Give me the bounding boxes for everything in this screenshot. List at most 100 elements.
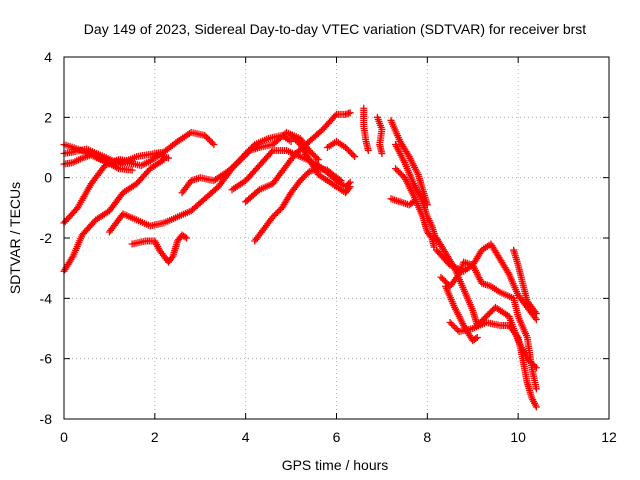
data-point [346,109,354,117]
data-point [438,275,446,283]
data-point [336,176,344,184]
data-point [237,156,245,164]
series-arc-y [510,246,540,317]
series-arc-s [387,195,418,209]
data-point [210,140,218,148]
data-point [301,172,309,180]
y-tick-label: -4 [40,290,53,306]
series-arc-m [323,137,359,161]
data-point [128,166,136,174]
data-point [311,153,319,161]
data-point [204,134,212,142]
series-arc-g [128,231,191,266]
data-point [488,306,496,314]
data-point [181,233,189,241]
data-point [205,136,213,144]
data-point [269,213,277,221]
data-point [437,273,445,281]
data-point [448,320,456,328]
y-tick-label: -6 [40,351,53,367]
data-point [427,232,435,240]
data-point [485,309,493,317]
x-tick-label: 6 [333,429,341,445]
data-point [183,234,191,242]
series-arc-u [432,240,540,323]
data-point [299,174,307,182]
data-point [164,154,172,162]
data-point [307,148,315,156]
data-point [396,169,404,177]
data-point [349,151,357,159]
data-point [287,137,295,145]
axis-ticks: 0 2 4 6 8 10 12 -8 -6 -4 -2 0 2 4 [40,49,617,445]
data-point [393,166,401,174]
data-point [240,153,248,161]
data-point [345,184,353,192]
data-point [337,177,345,185]
plot-frame [63,56,610,420]
data-point [308,150,316,158]
data-point [242,151,250,159]
series-arc-x [446,318,540,411]
y-tick-label: 4 [44,49,52,65]
x-tick-label: 12 [601,429,617,445]
y-tick-label: -2 [40,230,53,246]
data-point [201,131,209,139]
series-arc-l [287,131,354,197]
data-point [392,165,400,173]
data-point [532,309,540,317]
data-point [452,325,460,332]
data-point [270,211,278,219]
data-point [378,150,386,158]
data-point [208,139,216,147]
x-axis-label: GPS time / hours [282,457,389,473]
data-point [364,147,372,155]
x-tick-label: 10 [510,429,526,445]
data-point [302,171,310,179]
data-point [343,145,351,153]
series-arc-p [387,116,431,209]
data-point [314,156,322,164]
data-point [268,148,276,156]
data-point [292,136,300,144]
data-point [296,177,304,185]
data-point [473,334,481,342]
data-point [331,112,339,120]
data-point [348,150,356,158]
data-point [472,335,480,343]
data-point [346,148,354,156]
data-point [351,153,359,161]
data-point [345,147,353,155]
data-point [202,133,210,141]
data-point [239,154,247,162]
y-tick-label: 2 [44,109,52,125]
data-point [346,183,354,191]
data-point [398,171,406,179]
data-points [60,104,540,411]
data-point [342,144,350,151]
data-point [298,175,306,183]
data-point [440,276,448,284]
data-point [207,137,215,145]
data-point [68,254,76,262]
data-point [243,150,251,158]
data-point [395,168,403,176]
data-point [482,312,490,320]
y-tick-label: 0 [44,170,52,186]
data-point [290,134,298,142]
data-point [287,131,295,139]
series-arc-e [60,156,168,275]
data-point [410,198,418,206]
data-point [487,308,495,316]
data-point [532,403,540,411]
series-arc-r [392,165,438,251]
series-arc-w [442,282,481,345]
data-point [272,210,280,218]
y-axis-label: SDTVAR / TECUs [7,182,23,294]
series-arc-v [437,258,540,393]
series-arc-n [360,104,372,155]
data-point [451,323,459,331]
data-point [305,147,313,155]
